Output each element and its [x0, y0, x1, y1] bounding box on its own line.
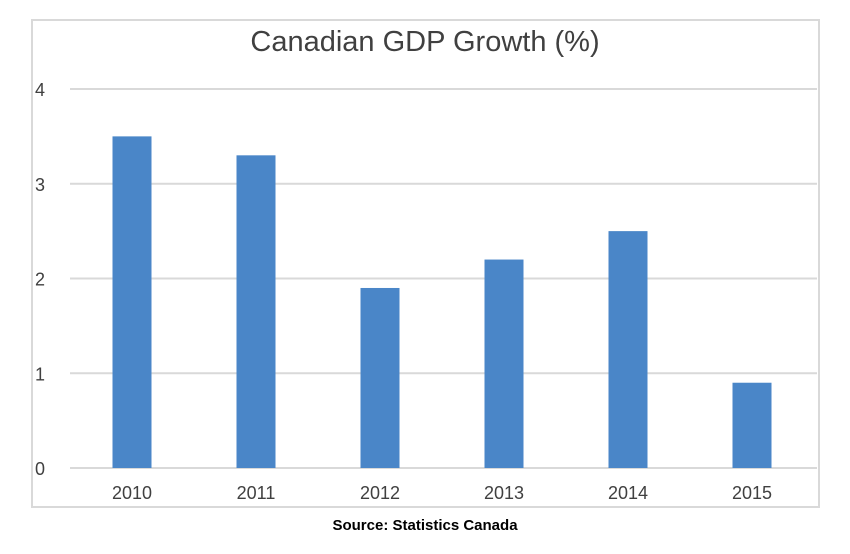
y-tick-label: 4	[35, 80, 45, 100]
y-tick-label: 3	[35, 175, 45, 195]
bar-2011	[236, 155, 276, 468]
x-tick-label: 2014	[608, 483, 648, 503]
x-tick-label: 2013	[484, 483, 524, 503]
chart-frame	[31, 19, 820, 508]
bar-2013	[484, 259, 524, 468]
bar-2014	[608, 231, 648, 468]
y-tick-label: 1	[35, 364, 45, 384]
x-tick-label: 2011	[237, 483, 276, 503]
chart-title: Canadian GDP Growth (%)	[250, 26, 600, 58]
chart-source: Source: Statistics Canada	[332, 517, 518, 534]
y-tick-label: 0	[35, 459, 45, 479]
x-tick-label: 2010	[112, 483, 152, 503]
bar-2015	[732, 382, 772, 468]
x-tick-label: 2015	[732, 483, 772, 503]
x-tick-label: 2012	[360, 483, 400, 503]
bar-2010	[112, 136, 152, 468]
bar-2012	[360, 287, 400, 468]
y-tick-label: 2	[35, 270, 45, 290]
